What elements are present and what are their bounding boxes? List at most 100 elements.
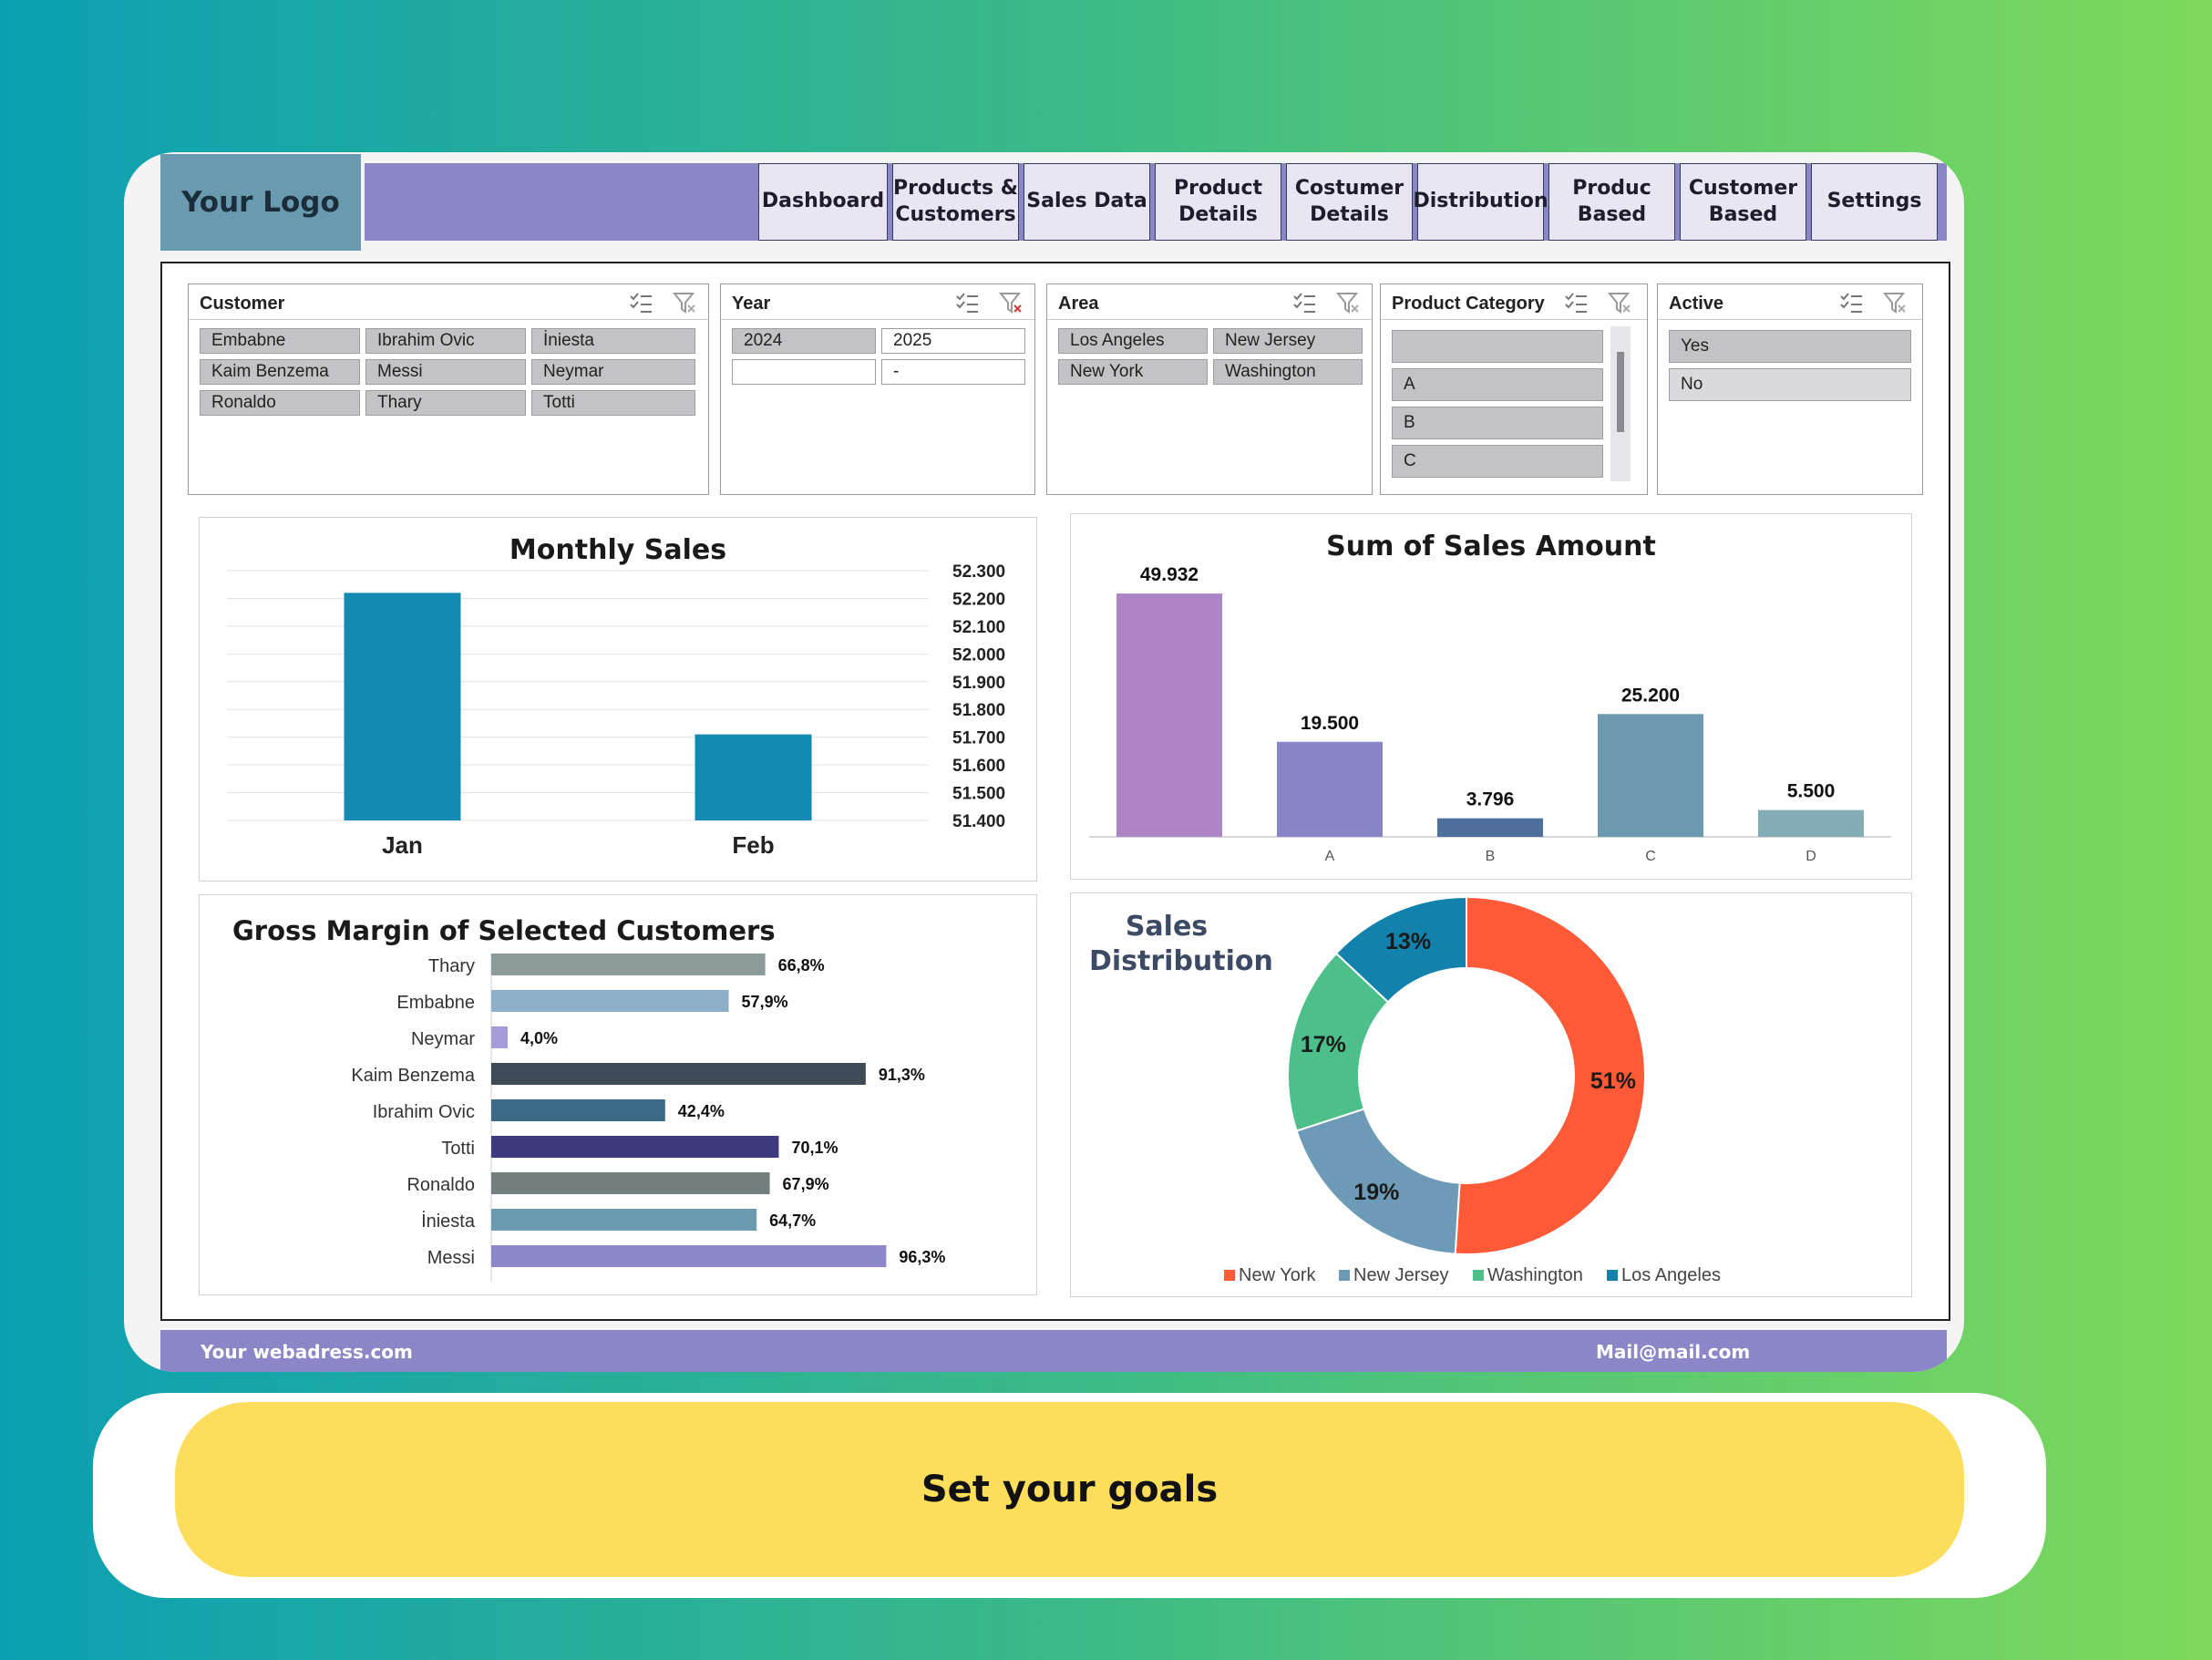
clear-filter-icon[interactable] <box>1882 290 1908 315</box>
nav-customer-based[interactable]: Customer Based <box>1680 163 1806 241</box>
logo: Your Logo <box>160 154 361 251</box>
slicer-item[interactable]: New Jersey <box>1213 328 1363 354</box>
sales-distribution-chart: 51% 19% 17% 13% New York New Jersey Washington… <box>1224 895 1721 1285</box>
data-label: 19.500 <box>1301 713 1359 734</box>
category-label: İniesta <box>421 1211 476 1232</box>
multi-select-icon[interactable] <box>628 290 653 315</box>
legend-swatch <box>1607 1270 1618 1281</box>
slicer-title: Year <box>732 294 771 314</box>
slicer-product-category: Product Category A B C <box>1380 284 1648 495</box>
y-tick-label: 52.100 <box>952 618 1005 637</box>
slicer-item[interactable]: Thary <box>365 390 526 416</box>
multi-select-icon[interactable] <box>954 290 980 315</box>
slicer-item[interactable]: Washington <box>1213 359 1363 385</box>
slicer-item[interactable]: No <box>1669 368 1911 401</box>
nav-dashboard[interactable]: Dashboard <box>758 163 888 241</box>
slicer-year: Year 2024 2025 - <box>720 284 1035 495</box>
bar <box>491 1172 770 1194</box>
bar <box>491 990 729 1012</box>
data-label: 3.796 <box>1466 789 1515 810</box>
slicer-item[interactable]: - <box>881 359 1025 385</box>
y-tick-label: 51.400 <box>952 812 1005 831</box>
bar <box>491 1209 757 1231</box>
clear-filter-icon[interactable] <box>672 290 697 315</box>
bar <box>1758 809 1864 837</box>
category-label: Neymar <box>411 1029 475 1049</box>
slicer-item[interactable]: A <box>1392 368 1603 401</box>
data-label: 5.500 <box>1787 781 1836 802</box>
slicer-item[interactable]: Ronaldo <box>200 390 360 416</box>
data-label: 4,0% <box>520 1029 558 1047</box>
slicer-item[interactable] <box>1392 330 1603 363</box>
slicer-item[interactable]: İniesta <box>531 328 695 354</box>
nav-settings[interactable]: Settings <box>1811 163 1938 241</box>
clear-filter-icon[interactable] <box>1335 290 1361 315</box>
footer-website[interactable]: Your webadress.com <box>201 1341 413 1363</box>
bar <box>1437 818 1543 837</box>
multi-select-icon[interactable] <box>1838 290 1864 315</box>
slicer-item[interactable]: Embabne <box>200 328 360 354</box>
nav-distribution[interactable]: Distribution <box>1413 163 1548 241</box>
bar <box>1598 714 1703 837</box>
slicer-item[interactable]: Neymar <box>531 359 695 385</box>
bar <box>491 1136 779 1158</box>
category-label: Kaim Benzema <box>351 1066 475 1086</box>
legend-label: Los Angeles <box>1621 1265 1721 1285</box>
legend-swatch <box>1224 1270 1235 1281</box>
slicer-title: Active <box>1669 294 1724 314</box>
category-label: Messi <box>427 1248 475 1268</box>
slicer-item[interactable]: B <box>1392 407 1603 439</box>
nav-costumer-details[interactable]: Costumer Details <box>1286 163 1413 241</box>
bar <box>491 1245 887 1267</box>
chart-title: Gross Margin of Selected Customers <box>232 915 776 946</box>
dashboard-frame: Customer Embabne Ibrahim Ovic İniesta Ka… <box>160 262 1950 1321</box>
multi-select-icon[interactable] <box>1563 290 1589 315</box>
y-tick-label: 51.700 <box>952 729 1005 748</box>
clear-filter-icon[interactable] <box>998 290 1024 315</box>
slicer-item[interactable]: Kaim Benzema <box>200 359 360 385</box>
chart-title: Sales Distribution <box>1089 911 1273 977</box>
slicer-scrollbar[interactable] <box>1610 326 1631 481</box>
category-label: Ibrahim Ovic <box>373 1102 475 1122</box>
nav-bar: Dashboard Products & Customers Sales Dat… <box>758 163 1942 242</box>
slicer-item[interactable]: Yes <box>1669 330 1911 363</box>
donut-slice <box>1295 1108 1461 1255</box>
nav-product-details[interactable]: Product Details <box>1155 163 1281 241</box>
scrollbar-thumb[interactable] <box>1617 352 1624 432</box>
category-label: Embabne <box>396 993 475 1013</box>
slicer-item[interactable]: 2025 <box>881 328 1025 354</box>
slicer-item[interactable]: Los Angeles <box>1058 328 1208 354</box>
slicer-customer: Customer Embabne Ibrahim Ovic İniesta Ka… <box>188 284 709 495</box>
nav-sales-data[interactable]: Sales Data <box>1024 163 1150 241</box>
cta-container: Set your goals <box>93 1393 2046 1598</box>
slicer-item[interactable]: C <box>1392 445 1603 478</box>
sum-of-sales-chart: 49.932 19.500 A 3.796 B 25.200 C 5.500 D <box>1089 564 1891 864</box>
set-goals-button[interactable]: Set your goals <box>175 1402 1964 1577</box>
slicer-active: Active Yes No <box>1657 284 1923 495</box>
footer-bar: Your webadress.com Mail@mail.com <box>160 1330 1947 1372</box>
multi-select-icon[interactable] <box>1291 290 1317 315</box>
panel-gross-margin: Gross Margin of Selected Customers Thary… <box>199 894 1037 1295</box>
bar <box>491 1026 508 1048</box>
nav-produc-based[interactable]: Produc Based <box>1548 163 1675 241</box>
nav-products-customers[interactable]: Products & Customers <box>892 163 1019 241</box>
slicer-item[interactable]: New York <box>1058 359 1208 385</box>
footer-mail[interactable]: Mail@mail.com <box>1596 1341 1751 1363</box>
y-tick-label: 51.900 <box>952 674 1005 693</box>
legend-swatch <box>1339 1270 1350 1281</box>
x-tick-label: C <box>1645 849 1656 864</box>
clear-filter-icon[interactable] <box>1607 290 1632 315</box>
category-label: Thary <box>428 956 475 976</box>
panel-sales-distribution: Sales Distribution 51% 19% 17% 13% New York N… <box>1070 892 1912 1297</box>
slicer-item[interactable]: Totti <box>531 390 695 416</box>
slicer-item[interactable] <box>732 359 876 385</box>
slicer-item[interactable]: Ibrahim Ovic <box>365 328 526 354</box>
data-label: 42,4% <box>678 1102 725 1120</box>
donut-slice <box>1454 895 1646 1255</box>
data-label: 91,3% <box>879 1066 925 1084</box>
slicer-item[interactable]: Messi <box>365 359 526 385</box>
x-tick-label: A <box>1325 849 1335 864</box>
y-tick-label: 52.200 <box>952 590 1005 609</box>
slicer-item[interactable]: 2024 <box>732 328 876 354</box>
slicer-title: Customer <box>200 294 285 314</box>
